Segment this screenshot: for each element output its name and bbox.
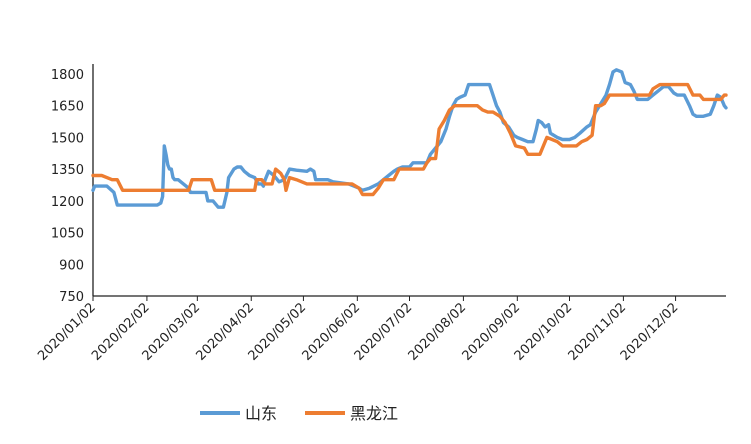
legend: 山东 黑龙江	[200, 404, 398, 423]
series-layer	[91, 68, 728, 209]
y-axis: 750 900 1050 1200 1350 1500 1650 1800	[51, 64, 94, 305]
y-tick-label: 1050	[51, 227, 84, 242]
x-axis: 2020/01/022020/02/022020/03/022020/04/02…	[35, 295, 726, 364]
legend-label: 山东	[245, 404, 277, 423]
y-tick-label: 900	[59, 258, 84, 273]
series-line-2	[91, 82, 728, 197]
y-tick-label: 1650	[51, 100, 84, 115]
series-line-1	[91, 68, 728, 209]
y-tick-label: 1200	[51, 195, 84, 210]
y-tick-label: 1800	[51, 68, 84, 83]
y-tick-label: 750	[59, 290, 84, 305]
legend-label: 黑龙江	[350, 404, 398, 423]
y-tick-label: 1500	[51, 131, 84, 146]
y-tick-label: 1350	[51, 163, 84, 178]
